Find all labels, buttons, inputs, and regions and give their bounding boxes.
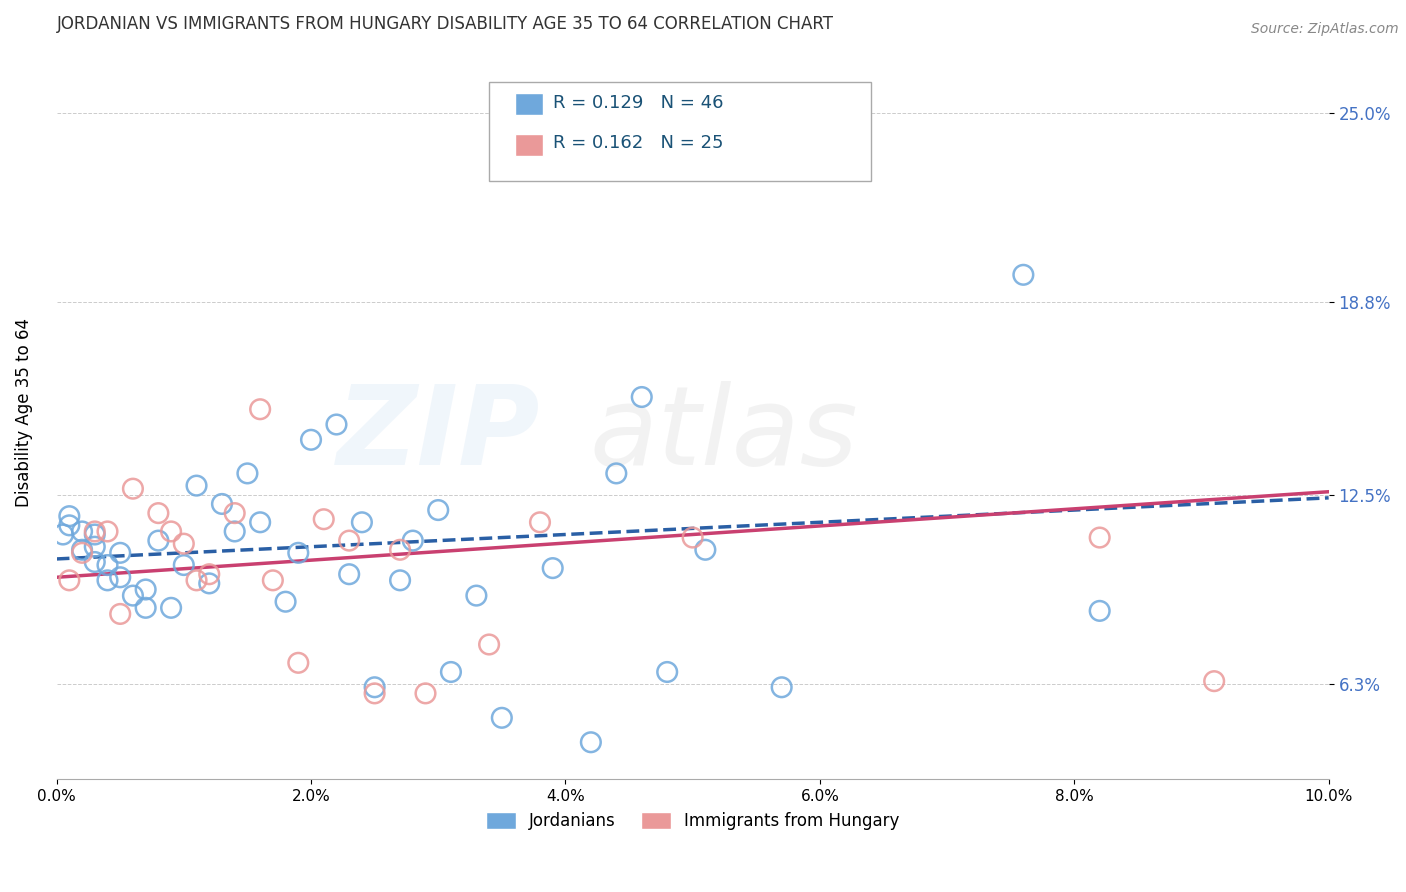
Point [287,546,309,560]
Point [83,527,105,541]
Point [1204,674,1226,689]
Point [173,558,195,572]
Point [135,582,157,597]
Point [312,512,335,526]
Point [415,686,437,700]
Point [70,542,93,557]
Point [402,533,425,548]
Point [58,509,80,524]
Text: JORDANIAN VS IMMIGRANTS FROM HUNGARY DISABILITY AGE 35 TO 64 CORRELATION CHART: JORDANIAN VS IMMIGRANTS FROM HUNGARY DIS… [56,15,834,33]
Point [1012,268,1035,282]
Point [350,516,373,530]
Point [211,497,233,511]
Point [110,570,132,584]
Point [363,680,385,694]
Point [110,546,132,560]
Point [249,516,271,530]
Text: Source: ZipAtlas.com: Source: ZipAtlas.com [1251,22,1399,37]
Point [389,574,412,588]
Point [262,574,284,588]
Point [440,665,463,679]
Point [110,607,132,621]
Point [541,561,564,575]
Point [122,589,145,603]
Point [160,600,183,615]
Point [274,595,297,609]
Point [52,527,75,541]
Point [287,656,309,670]
Point [135,600,157,615]
Point [58,518,80,533]
Point [173,536,195,550]
Point [70,546,93,560]
Point [427,503,450,517]
Point [630,390,652,404]
Point [682,531,704,545]
Point [83,555,105,569]
Text: atlas: atlas [589,381,858,488]
Point [770,680,793,694]
Point [579,735,602,749]
Point [605,467,627,481]
Point [657,665,679,679]
Point [83,524,105,539]
Point [160,524,183,539]
Point [186,478,208,492]
Point [224,524,246,539]
Point [122,482,145,496]
Y-axis label: Disability Age 35 to 64: Disability Age 35 to 64 [15,318,32,507]
FancyBboxPatch shape [489,82,870,181]
Point [236,467,259,481]
Point [58,574,80,588]
Point [224,506,246,520]
Point [363,686,385,700]
Point [83,540,105,554]
Point [96,558,118,572]
Point [389,542,412,557]
Point [249,402,271,417]
Point [186,574,208,588]
Bar [515,134,543,156]
Point [337,533,360,548]
Point [465,589,488,603]
Point [198,567,221,582]
Point [337,567,360,582]
Bar [515,94,543,115]
Text: R = 0.162   N = 25: R = 0.162 N = 25 [553,134,723,153]
Text: R = 0.129   N = 46: R = 0.129 N = 46 [553,94,723,112]
Legend: Jordanians, Immigrants from Hungary: Jordanians, Immigrants from Hungary [479,805,907,837]
Point [529,516,551,530]
Point [491,711,513,725]
Point [1088,604,1111,618]
Point [96,574,118,588]
Point [148,506,170,520]
Point [148,533,170,548]
Text: ZIP: ZIP [336,381,540,488]
Point [695,542,717,557]
Point [198,576,221,591]
Point [325,417,347,432]
Point [70,524,93,539]
Point [478,638,501,652]
Point [96,524,118,539]
Point [1088,531,1111,545]
Point [299,433,322,447]
